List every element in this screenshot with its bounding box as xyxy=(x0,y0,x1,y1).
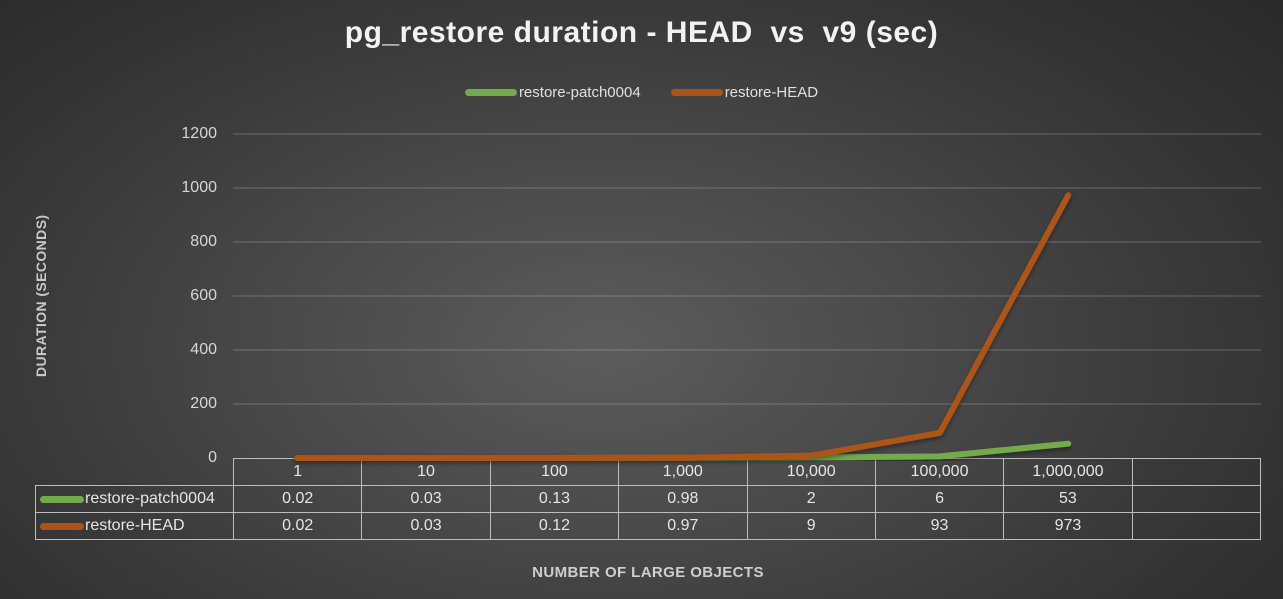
table-row-label: restore-patch0004 xyxy=(35,485,234,513)
table-cell: 0.02 xyxy=(232,485,363,513)
table-header-cell: 1,000 xyxy=(618,458,748,486)
series-lines xyxy=(294,192,1072,461)
y-tick-label: 0 xyxy=(208,449,217,466)
y-tick-label: 400 xyxy=(190,341,217,358)
table-header-cell: 10,000 xyxy=(746,458,876,486)
table-cell: 0.98 xyxy=(618,485,748,513)
legend-item-restore-head: restore-HEAD xyxy=(670,84,819,101)
x-axis-title: NUMBER OF LARGE OBJECTS xyxy=(532,564,764,581)
y-axis-title: DURATION (SECONDS) xyxy=(33,214,49,378)
series-key-line-icon xyxy=(40,495,84,503)
table-cell: 53 xyxy=(1003,485,1133,513)
table-header-cell: 10 xyxy=(361,458,491,486)
legend-swatch-orange-line-icon xyxy=(670,89,723,96)
table-cell: 0.03 xyxy=(361,512,491,540)
table-cell xyxy=(1131,512,1262,540)
table-cell: 0.02 xyxy=(232,512,363,540)
table-cell: 973 xyxy=(1003,512,1133,540)
y-tick-label: 800 xyxy=(190,233,217,250)
gridlines xyxy=(233,133,1261,405)
legend-swatch-green-line-icon xyxy=(464,89,517,96)
table-header-cell: 100 xyxy=(489,458,620,486)
y-tick-label: 200 xyxy=(190,395,217,412)
legend-label: restore-HEAD xyxy=(724,84,819,101)
table-row: restore-HEAD 0.02 0.03 0.12 0.97 9 93 973 xyxy=(35,512,1262,540)
legend: restore-patch0004 restore-HEAD xyxy=(0,84,1283,101)
series-name: restore-HEAD xyxy=(85,517,185,534)
table-row-label: restore-HEAD xyxy=(35,512,234,540)
table-row: restore-patch0004 0.02 0.03 0.13 0.98 2 6 53 xyxy=(35,485,1262,513)
series-name: restore-patch0004 xyxy=(85,490,215,507)
table-header-cell: 1 xyxy=(232,458,363,486)
data-table: 1 10 100 1,000 10,000 100,000 1,000,000 restore… xyxy=(35,458,1262,540)
table-cell: 0.03 xyxy=(361,485,491,513)
table-cell: 6 xyxy=(874,485,1005,513)
chart-title: pg_restore duration - HEAD vs v9 (sec) xyxy=(344,16,939,49)
table-cell: 0.97 xyxy=(618,512,748,540)
table-cell: 93 xyxy=(874,512,1005,540)
table-cell: 2 xyxy=(746,485,876,513)
table-cell: 0.12 xyxy=(489,512,620,540)
legend-item-restore-patch0004: restore-patch0004 xyxy=(464,84,641,101)
y-tick-label: 600 xyxy=(190,287,217,304)
y-tick-label: 1000 xyxy=(181,179,217,196)
table-corner-blank xyxy=(36,459,234,486)
series-line-restore-HEAD xyxy=(294,192,1072,461)
series-key-line-icon xyxy=(40,522,84,530)
table-header-cell: 1,000,000 xyxy=(1003,458,1133,486)
table-header-cell: 100,000 xyxy=(874,458,1005,486)
legend-label: restore-patch0004 xyxy=(518,84,641,101)
table-header-cell xyxy=(1131,458,1262,486)
table-cell: 9 xyxy=(746,512,876,540)
table-cell xyxy=(1131,485,1262,513)
plot-area xyxy=(233,133,1261,461)
table-cell: 0.13 xyxy=(489,485,620,513)
y-tick-label: 1200 xyxy=(181,125,217,142)
